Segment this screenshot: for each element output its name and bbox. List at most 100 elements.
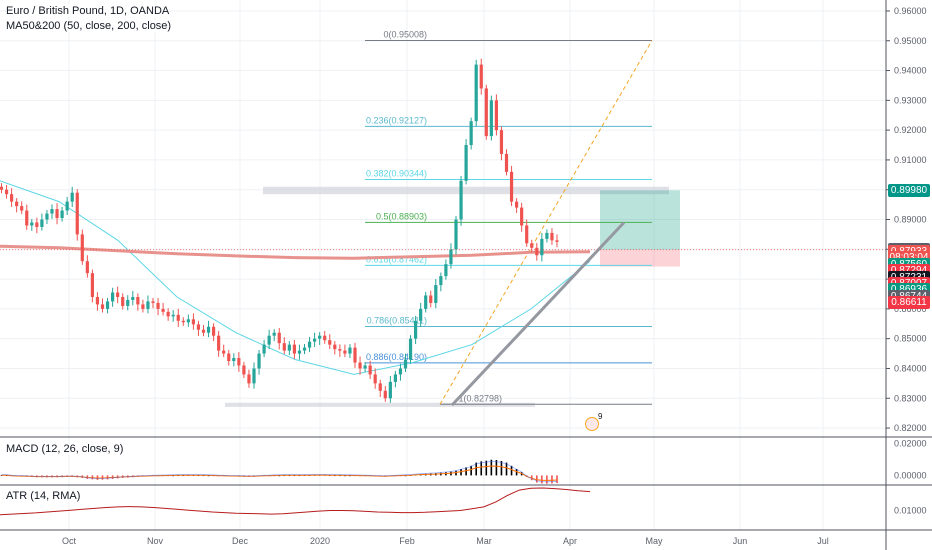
candle-body (530, 243, 534, 248)
candle-body (408, 338, 413, 360)
candle-body (479, 64, 483, 89)
candle-body (388, 381, 392, 399)
candle-body (318, 335, 322, 339)
candle-body (217, 335, 221, 351)
candle-body (35, 222, 39, 227)
candle-body (459, 180, 463, 220)
candle-body (252, 368, 256, 384)
candle-body (449, 249, 453, 265)
candle-body (393, 374, 397, 382)
candle-body (368, 365, 372, 375)
grid (0, 0, 886, 530)
candle-body (227, 353, 231, 362)
candle-body (237, 358, 241, 366)
chart-title[interactable]: Euro / British Pound, 1D, OANDA (6, 5, 170, 17)
candle-body (262, 344, 266, 354)
candle-body (232, 358, 236, 362)
moving-averages (0, 180, 591, 375)
candle-body (55, 209, 59, 219)
x-tick-label: 2020 (310, 536, 330, 546)
fib-level-label: 0.382(0.90344) (366, 168, 427, 178)
fib-level-label: 0.786(0.85411) (367, 315, 427, 325)
candle-body (313, 338, 317, 342)
candle-body (292, 344, 296, 354)
atr-pane: 0.01000 (0, 487, 927, 516)
candle-body (40, 219, 44, 227)
candle-body (444, 264, 448, 277)
y-tick-label: 0.83000 (894, 393, 927, 403)
y-tick-label: 0.89000 (894, 215, 927, 225)
candle-body (181, 320, 185, 323)
candle-body (525, 225, 529, 244)
candle-body (277, 332, 281, 344)
candle-body (474, 64, 478, 122)
macd-y-tick-label: 0.00000 (894, 470, 927, 480)
candle-body (4, 189, 9, 195)
macd-indicator-label[interactable]: MACD (12, 26, close, 9) (6, 443, 124, 455)
candle-body (520, 207, 524, 226)
macd-histogram-bar (541, 475, 543, 484)
candle-body (201, 329, 206, 333)
macd-histogram-bar (500, 461, 503, 476)
moving-average-line (0, 180, 591, 375)
candle-body (464, 145, 468, 181)
candle-body (550, 232, 554, 241)
atr-indicator-label[interactable]: ATR (14, RMA) (6, 490, 81, 502)
fibonacci-retracement[interactable]: 0(0.95008) 0.236(0.92127) 0.382(0.90344) 0.… (365, 30, 653, 405)
candle-body (90, 273, 94, 297)
macd-histogram-bar (515, 469, 518, 476)
candle-body (191, 319, 195, 325)
candle-body (45, 213, 49, 220)
macd-histogram-bar (551, 475, 553, 484)
atr-line (0, 487, 591, 516)
candle-body (161, 308, 165, 312)
macd-pane: 0.02000 0.00000 (0, 438, 927, 484)
y-tick-label: 0.84000 (894, 363, 927, 373)
x-tick-label: Jun (733, 536, 748, 546)
long-position-stop-zone (600, 249, 680, 267)
fib-level-label: 1(0.82798) (458, 393, 502, 403)
candle-body (146, 301, 150, 309)
candle-body (358, 362, 362, 369)
candle-body (424, 295, 428, 309)
trend-line (450, 221, 626, 407)
candle-body (302, 347, 307, 351)
candle-body (30, 222, 34, 226)
candle-body (469, 121, 473, 146)
candle-body (166, 311, 170, 317)
x-tick-label: Feb (399, 536, 415, 546)
ma-indicator-label[interactable]: MA50&200 (50, close, 200, close) (6, 20, 172, 32)
candle-body (338, 349, 342, 351)
candle-body (282, 343, 286, 351)
macd-histogram-bar (556, 475, 558, 484)
y-tick-label: 0.94000 (894, 66, 927, 76)
candle-body (100, 304, 105, 309)
candle-body (95, 296, 100, 305)
candle-body (429, 295, 433, 303)
macd-histogram-bar (490, 459, 493, 476)
candle-body (373, 374, 377, 384)
candle-body (105, 301, 110, 309)
fib-level-label: 0.5(0.88903) (376, 211, 427, 221)
candle-body (378, 383, 382, 391)
candle-body (80, 234, 84, 262)
macd-signal-line (1, 465, 558, 481)
candle-body (247, 374, 251, 384)
support-zone (225, 402, 535, 407)
candle-body (297, 350, 302, 354)
candle-body (212, 326, 216, 336)
macd-histogram-bar (546, 475, 548, 484)
candle-body (85, 261, 89, 274)
drawings[interactable]: 9 (0, 221, 886, 431)
candle-body (15, 201, 19, 207)
y-tick-label: 0.95000 (894, 36, 927, 46)
x-tick-label: May (645, 536, 663, 546)
candle-body (489, 100, 493, 137)
macd-histogram-bar (470, 465, 472, 476)
candle-body (484, 88, 488, 137)
candle-body (535, 247, 539, 256)
x-tick-label: Apr (563, 536, 577, 546)
macd-histogram-bar (465, 467, 467, 476)
candle-body (126, 299, 130, 306)
